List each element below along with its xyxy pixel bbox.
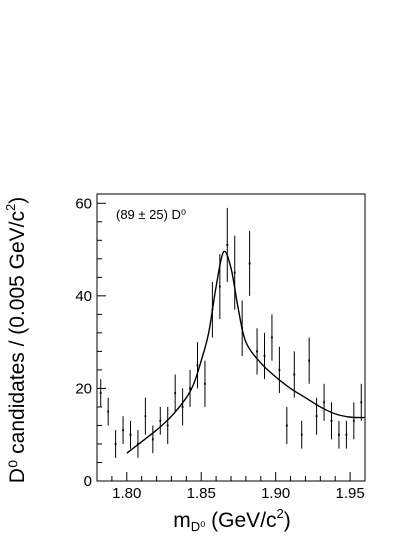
data-point [174,374,177,412]
data-point [285,406,288,444]
data-point [204,360,206,407]
data-point [107,397,110,426]
data-points [99,207,363,458]
data-point [144,397,147,435]
data-point [256,328,258,375]
data-point [271,314,273,361]
data-point [308,337,311,384]
data-point [248,231,251,296]
data-point [166,406,169,444]
data-point [330,402,333,440]
y-axis-title: D⁰ candidates / (0.005 GeV/c2) [3,197,29,483]
x-tick-label: 1.85 [187,485,216,502]
data-point [323,383,325,421]
data-point [189,369,191,407]
data-point [352,402,355,440]
plot-frame [96,193,366,482]
x-tick-label: 1.80 [112,485,141,502]
x-tick-label: 1.90 [261,485,290,502]
data-point [114,430,117,458]
data-point [99,379,102,407]
x-axis-title: mD⁰ (GeV/c2) [173,506,291,534]
y-tick-label: 20 [75,380,92,397]
data-point [159,406,162,435]
data-point [360,383,363,421]
data-point [315,397,318,435]
y-tick-label: 60 [75,195,92,212]
data-point [338,420,340,449]
y-axis-ticks [97,202,106,482]
data-point [151,425,154,454]
fit-curve [126,250,366,454]
data-point [196,342,199,389]
data-point [226,207,229,282]
annotation-label: (89 ± 25) D⁰ [116,207,186,222]
y-tick-label: 0 [84,473,92,490]
data-point [129,420,132,449]
y-axis-tick-labels: 0 20 40 60 [75,195,92,490]
data-point [300,420,303,449]
x-axis-ticks [96,472,366,481]
data-point [122,416,124,444]
y-tick-label: 40 [75,288,92,305]
data-point [278,346,281,394]
data-point [181,388,184,426]
data-point [263,332,266,380]
data-point [345,420,348,449]
x-tick-label: 1.95 [336,485,365,502]
x-axis-tick-labels: 1.80 1.85 1.90 1.95 [112,485,365,502]
data-point [293,351,296,398]
data-point [233,235,236,310]
